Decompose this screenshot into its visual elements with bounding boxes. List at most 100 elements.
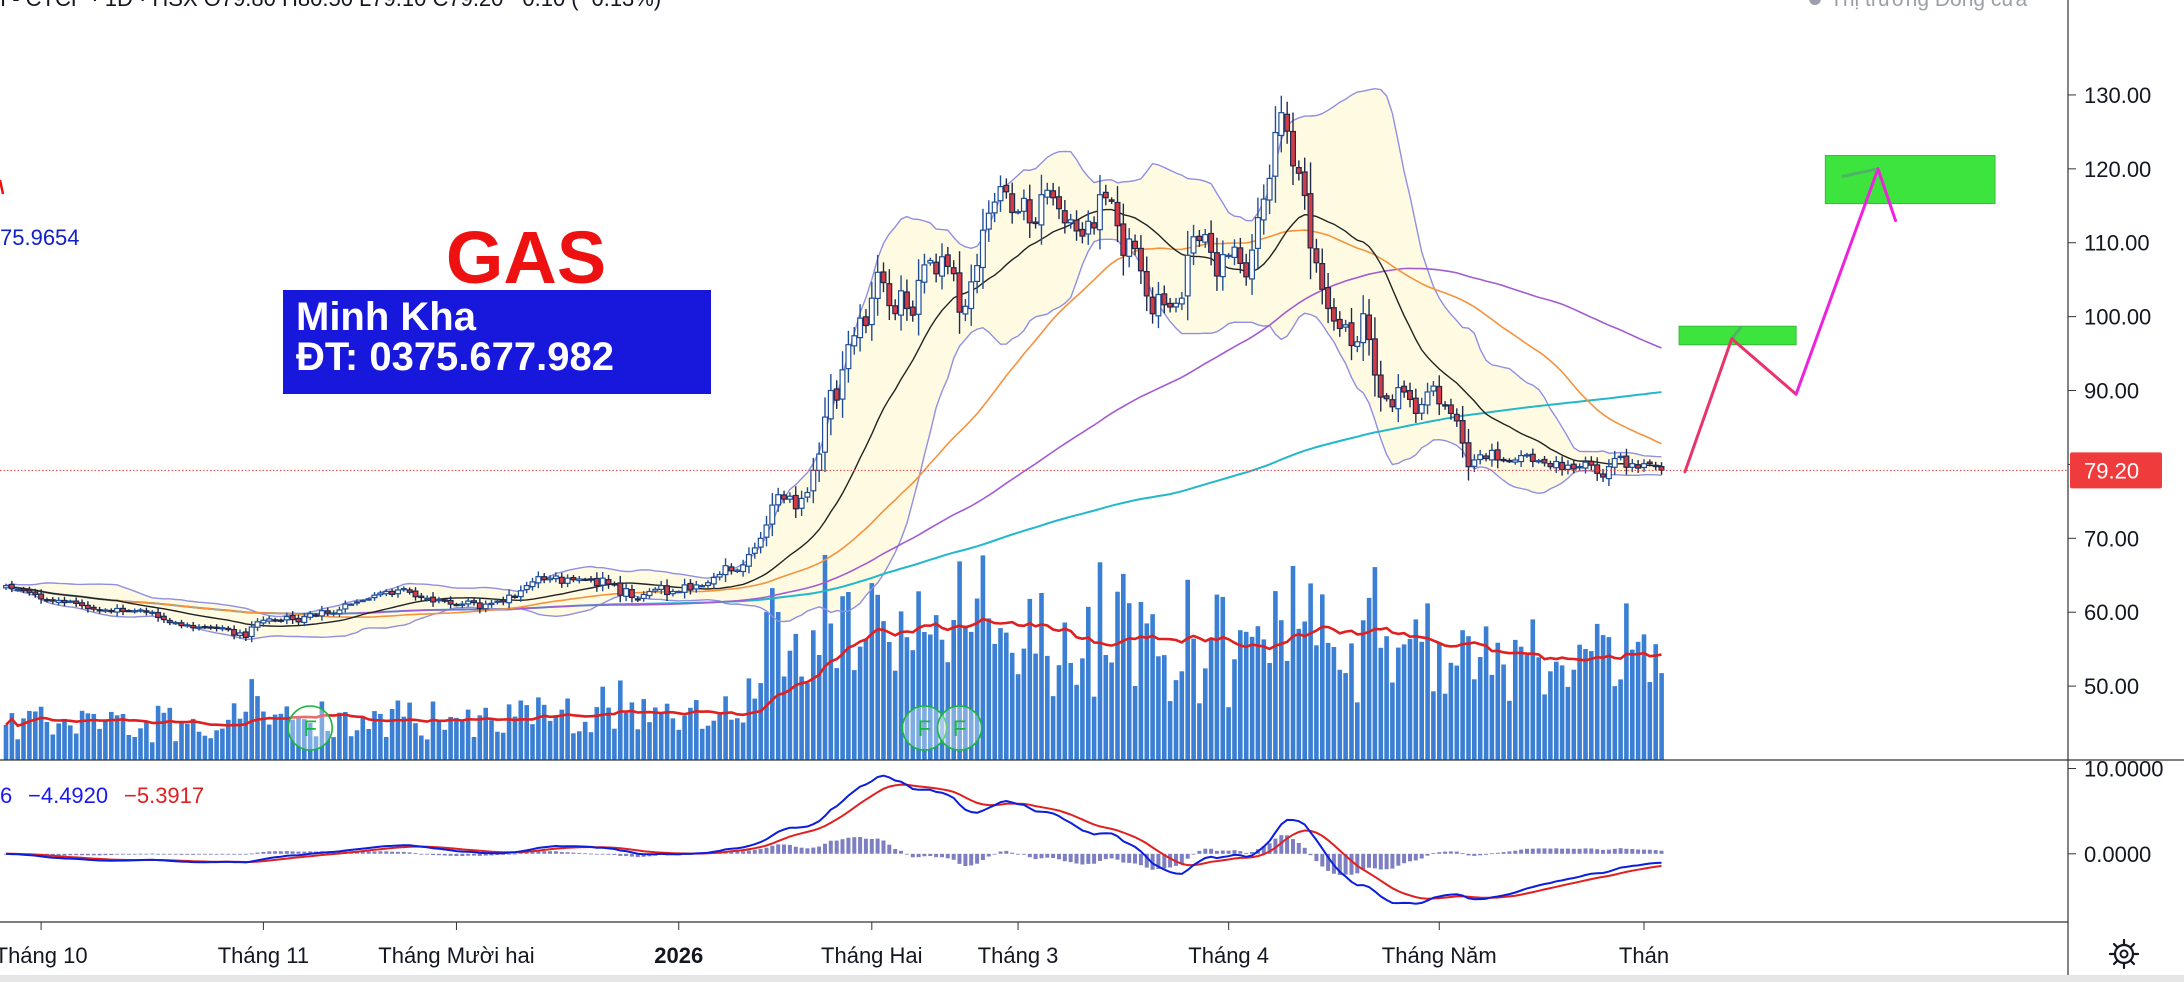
candle-4[interactable] [26, 586, 33, 596]
candle-238[interactable] [1395, 374, 1402, 423]
candle-39[interactable] [231, 625, 238, 640]
candle-262[interactable] [1535, 458, 1542, 464]
candle-166[interactable] [974, 253, 981, 294]
candle-156[interactable] [915, 259, 922, 336]
candle-43[interactable] [254, 618, 261, 632]
candle-32[interactable] [190, 621, 197, 632]
candle-198[interactable] [1161, 285, 1168, 314]
candle-218[interactable] [1278, 95, 1285, 153]
candle-281[interactable] [1646, 459, 1653, 467]
candle-47[interactable] [278, 618, 285, 623]
candle-68[interactable] [400, 586, 407, 592]
candle-34[interactable] [201, 624, 208, 630]
candle-69[interactable] [406, 587, 413, 595]
candle-28[interactable] [166, 617, 173, 626]
candle-83[interactable] [488, 600, 495, 608]
candle-99[interactable] [582, 577, 589, 582]
candle-114[interactable] [669, 588, 676, 597]
candle-277[interactable] [1623, 448, 1630, 475]
candle-214[interactable] [1254, 197, 1261, 269]
candle-51[interactable] [301, 612, 308, 627]
candle-162[interactable] [950, 260, 957, 282]
candle-186[interactable] [1091, 216, 1098, 235]
candle-210[interactable] [1231, 239, 1238, 266]
candle-44[interactable] [260, 616, 267, 627]
candle-77[interactable] [453, 602, 460, 607]
bottom-scrollbar[interactable] [0, 975, 2184, 982]
close-legend[interactable]: Thị trường Đóng cửa [1830, 0, 2027, 11]
candle-144[interactable] [845, 330, 852, 383]
candle-26[interactable] [155, 608, 162, 622]
candle-258[interactable] [1512, 457, 1519, 465]
candle-153[interactable] [897, 275, 904, 331]
candle-126[interactable] [740, 559, 747, 577]
candle-212[interactable] [1243, 253, 1250, 286]
candle-248[interactable] [1453, 408, 1460, 427]
candle-239[interactable] [1401, 380, 1408, 398]
candle-164[interactable] [962, 299, 969, 322]
candle-236[interactable] [1383, 393, 1390, 402]
candle-23[interactable] [137, 608, 144, 613]
candle-112[interactable] [658, 580, 665, 595]
candle-31[interactable] [184, 622, 191, 628]
candle-146[interactable] [857, 304, 864, 352]
last-price-badge[interactable]: 79.20 [2070, 452, 2162, 489]
candle-108[interactable] [634, 596, 641, 603]
candle-76[interactable] [447, 596, 454, 609]
candle-203[interactable] [1190, 224, 1197, 266]
candle-33[interactable] [196, 624, 203, 631]
candle-202[interactable] [1184, 230, 1191, 321]
candle-60[interactable] [354, 599, 361, 606]
candle-137[interactable] [804, 487, 811, 503]
candle-271[interactable] [1588, 456, 1595, 471]
candle-102[interactable] [599, 572, 606, 592]
candle-230[interactable] [1348, 308, 1355, 361]
candle-220[interactable] [1289, 112, 1296, 186]
candle-180[interactable] [1055, 186, 1062, 220]
candle-158[interactable] [927, 257, 934, 266]
candle-81[interactable] [476, 598, 483, 614]
candle-231[interactable] [1354, 336, 1361, 353]
candle-12[interactable] [73, 597, 80, 607]
candle-115[interactable] [675, 590, 682, 594]
candle-121[interactable] [710, 572, 717, 589]
candle-249[interactable] [1459, 405, 1466, 458]
candle-78[interactable] [459, 601, 466, 609]
candle-209[interactable] [1225, 252, 1232, 259]
candle-42[interactable] [248, 621, 255, 643]
candle-117[interactable] [687, 579, 694, 595]
candle-54[interactable] [318, 605, 325, 621]
candle-195[interactable] [1143, 256, 1150, 312]
candle-167[interactable] [979, 208, 986, 289]
candle-197[interactable] [1155, 282, 1162, 329]
candle-67[interactable] [395, 586, 402, 598]
candle-21[interactable] [125, 609, 132, 613]
candle-282[interactable] [1652, 461, 1659, 471]
candle-1[interactable] [8, 580, 15, 593]
candle-140[interactable] [821, 397, 828, 472]
candle-168[interactable] [985, 200, 992, 242]
candle-176[interactable] [1032, 217, 1039, 229]
candle-147[interactable] [862, 309, 869, 334]
candle-243[interactable] [1424, 382, 1431, 415]
candle-205[interactable] [1202, 229, 1209, 248]
candle-216[interactable] [1266, 164, 1273, 215]
candle-124[interactable] [728, 563, 735, 575]
candle-269[interactable] [1576, 463, 1583, 471]
candle-211[interactable] [1237, 237, 1244, 274]
candle-113[interactable] [663, 579, 670, 601]
candle-131[interactable] [769, 493, 776, 537]
candle-45[interactable] [266, 615, 273, 625]
candle-29[interactable] [172, 620, 179, 625]
candle-221[interactable] [1295, 160, 1302, 181]
candle-154[interactable] [903, 279, 910, 321]
candle-79[interactable] [465, 598, 472, 607]
candle-256[interactable] [1500, 457, 1507, 463]
candle-232[interactable] [1360, 295, 1367, 361]
candle-201[interactable] [1178, 291, 1185, 311]
candle-187[interactable] [1096, 175, 1103, 250]
candle-37[interactable] [219, 625, 226, 632]
candle-251[interactable] [1471, 454, 1478, 472]
candle-179[interactable] [1050, 182, 1057, 206]
